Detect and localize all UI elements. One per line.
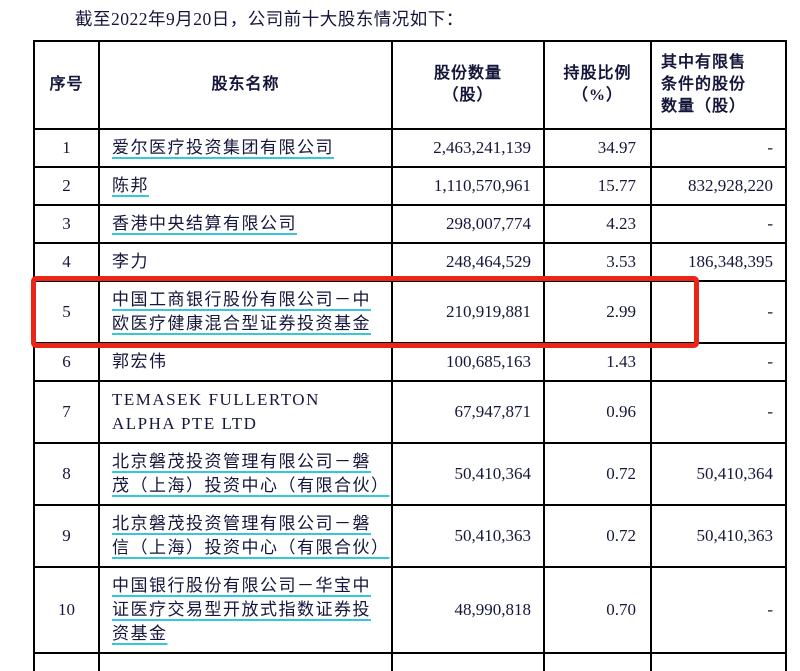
restricted-shares-cell: 50,410,364 <box>650 442 787 506</box>
shares-cell: 2,463,241,139 <box>391 128 545 168</box>
row-number-cell: 2 <box>33 166 100 206</box>
col-header-shares: 股份数量 （股） <box>391 40 545 130</box>
row-number-cell: 7 <box>33 380 100 444</box>
shareholder-name-cell <box>98 652 393 671</box>
row-number-cell: 1 <box>33 128 100 168</box>
row-number-cell <box>33 652 100 671</box>
shareholder-name: 中国工商银行股份有限公司－中欧医疗健康混合型证券投资基金 <box>112 290 371 333</box>
shares-cell: 248,464,529 <box>391 242 545 282</box>
table-row: 3 香港中央结算有限公司 298,007,774 4.23 - <box>33 204 787 244</box>
shareholder-name: 李力 <box>112 252 149 271</box>
restricted-shares-cell: - <box>650 566 787 654</box>
restricted-shares-cell: 832,928,220 <box>650 166 787 206</box>
percent-cell: 1.43 <box>543 342 652 382</box>
shareholder-name: 北京磐茂投资管理有限公司－磐茂（上海）投资中心（有限合伙） <box>112 452 390 495</box>
shareholder-name-cell: 爱尔医疗投资集团有限公司 <box>98 128 393 168</box>
restricted-shares-cell: - <box>650 380 787 444</box>
restricted-shares-cell: 50,410,363 <box>650 504 787 568</box>
shares-cell: 210,919,881 <box>391 280 545 344</box>
row-number-cell: 5 <box>33 280 100 344</box>
percent-cell: 0.96 <box>543 380 652 444</box>
shareholder-name-cell: 陈邦 <box>98 166 393 206</box>
shareholder-name-cell: 郭宏伟 <box>98 342 393 382</box>
table-body-partial <box>33 652 787 671</box>
restricted-shares-cell <box>650 652 787 671</box>
shareholder-name: 香港中央结算有限公司 <box>112 214 297 233</box>
table-row: 4 李力 248,464,529 3.53 186,348,395 <box>33 242 787 282</box>
percent-cell: 4.23 <box>543 204 652 244</box>
page-title: 截至2022年9月20日，公司前十大股东情况如下： <box>75 9 464 29</box>
row-number-cell: 4 <box>33 242 100 282</box>
percent-cell: 2.99 <box>543 280 652 344</box>
shareholder-name-cell: 香港中央结算有限公司 <box>98 204 393 244</box>
row-number-cell: 10 <box>33 566 100 654</box>
shareholder-name: 中国银行股份有限公司－华宝中证医疗交易型开放式指数证券投资基金 <box>112 576 371 643</box>
table-row: 5 中国工商银行股份有限公司－中欧医疗健康混合型证券投资基金 210,919,8… <box>33 280 787 344</box>
percent-cell: 0.70 <box>543 566 652 654</box>
restricted-shares-cell: - <box>650 280 787 344</box>
restricted-shares-cell: 186,348,395 <box>650 242 787 282</box>
col-header-name: 股东名称 <box>98 40 393 130</box>
table-row: 7 TEMASEK FULLERTON ALPHA PTE LTD 67,947… <box>33 380 787 444</box>
percent-cell: 0.72 <box>543 442 652 506</box>
percent-cell: 15.77 <box>543 166 652 206</box>
shareholder-name-cell: 北京磐茂投资管理有限公司－磐信（上海）投资中心（有限合伙） <box>98 504 393 568</box>
shareholder-name: TEMASEK FULLERTON ALPHA PTE LTD <box>112 390 320 433</box>
table-row: 8 北京磐茂投资管理有限公司－磐茂（上海）投资中心（有限合伙） 50,410,3… <box>33 442 787 506</box>
shares-cell: 50,410,364 <box>391 442 545 506</box>
shareholder-name-cell: 李力 <box>98 242 393 282</box>
shareholders-table: 序号 股东名称 股份数量 （股） 持股比例 （%） 其中有限售 条件的股份 数量… <box>33 40 787 671</box>
shares-cell: 50,410,363 <box>391 504 545 568</box>
percent-cell <box>543 652 652 671</box>
row-number-cell: 3 <box>33 204 100 244</box>
restricted-shares-cell: - <box>650 342 787 382</box>
shares-cell: 1,110,570,961 <box>391 166 545 206</box>
col-header-restricted: 其中有限售 条件的股份 数量（股） <box>650 40 787 130</box>
table-body: 1 爱尔医疗投资集团有限公司 2,463,241,139 34.97 - 2 陈… <box>33 128 787 654</box>
row-number-cell: 6 <box>33 342 100 382</box>
shareholder-name-cell: 中国工商银行股份有限公司－中欧医疗健康混合型证券投资基金 <box>98 280 393 344</box>
restricted-shares-cell: - <box>650 204 787 244</box>
shareholder-name: 爱尔医疗投资集团有限公司 <box>112 138 334 157</box>
shares-cell: 298,007,774 <box>391 204 545 244</box>
shareholder-name-cell: 北京磐茂投资管理有限公司－磐茂（上海）投资中心（有限合伙） <box>98 442 393 506</box>
percent-cell: 3.53 <box>543 242 652 282</box>
shareholder-name: 陈邦 <box>112 176 149 195</box>
col-header-percent: 持股比例 （%） <box>543 40 652 130</box>
shares-cell: 67,947,871 <box>391 380 545 444</box>
table-header-row: 序号 股东名称 股份数量 （股） 持股比例 （%） 其中有限售 条件的股份 数量… <box>33 40 787 130</box>
shareholder-name: 北京磐茂投资管理有限公司－磐信（上海）投资中心（有限合伙） <box>112 514 390 557</box>
percent-cell: 34.97 <box>543 128 652 168</box>
row-number-cell: 8 <box>33 442 100 506</box>
table-row: 10 中国银行股份有限公司－华宝中证医疗交易型开放式指数证券投资基金 48,99… <box>33 566 787 654</box>
shares-cell: 48,990,818 <box>391 566 545 654</box>
shareholder-name-cell: 中国银行股份有限公司－华宝中证医疗交易型开放式指数证券投资基金 <box>98 566 393 654</box>
table-row: 2 陈邦 1,110,570,961 15.77 832,928,220 <box>33 166 787 206</box>
table-row: 6 郭宏伟 100,685,163 1.43 - <box>33 342 787 382</box>
percent-cell: 0.72 <box>543 504 652 568</box>
restricted-shares-cell: - <box>650 128 787 168</box>
table-row: 9 北京磐茂投资管理有限公司－磐信（上海）投资中心（有限合伙） 50,410,3… <box>33 504 787 568</box>
shares-cell: 100,685,163 <box>391 342 545 382</box>
shareholder-name: 郭宏伟 <box>112 352 168 371</box>
shareholder-name-cell: TEMASEK FULLERTON ALPHA PTE LTD <box>98 380 393 444</box>
shares-cell <box>391 652 545 671</box>
partial-row <box>33 652 787 671</box>
table-row: 1 爱尔医疗投资集团有限公司 2,463,241,139 34.97 - <box>33 128 787 168</box>
row-number-cell: 9 <box>33 504 100 568</box>
col-header-no: 序号 <box>33 40 100 130</box>
